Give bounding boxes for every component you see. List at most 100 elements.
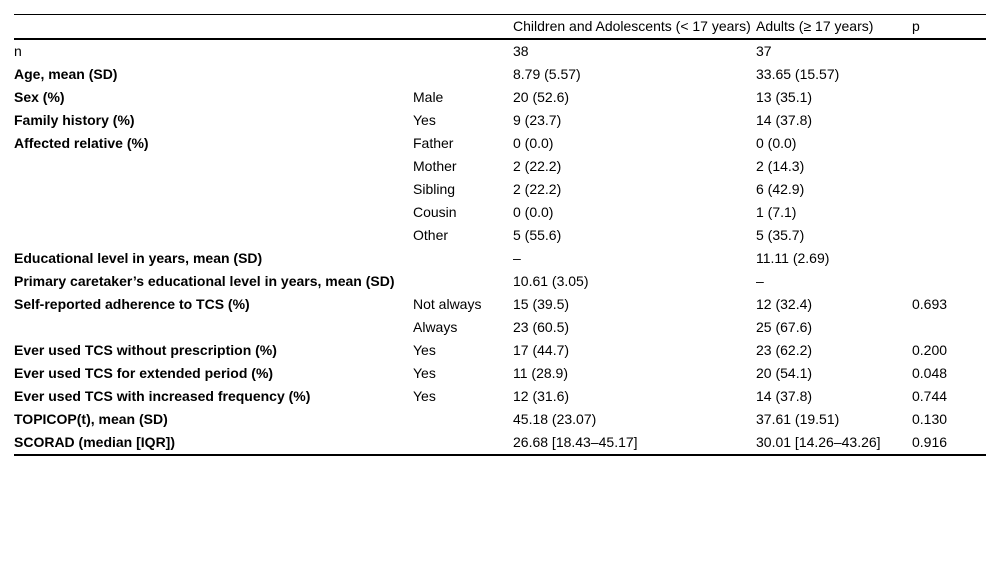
cell-adults: 12 (32.4) [756,296,813,312]
cell-label: Educational level in years, mean (SD) [14,250,263,266]
cell-p [912,109,986,132]
cell-p [912,86,986,109]
table-row-sex: Sex (%) Male 20 (52.6) 13 (35.1) [14,86,986,109]
cell-p [912,178,986,201]
cell-sub: Yes [413,388,436,404]
cell-adults: 11.11 (2.69) [756,250,830,266]
cell-p [912,270,986,293]
table-row-n: n 38 37 [14,39,986,63]
table-row-affected-relative-sibling: Sibling 2 (22.2) 6 (42.9) [14,178,986,201]
cell-label: Age, mean (SD) [14,66,118,82]
cell-label: Affected relative (%) [14,135,149,151]
table-row-scorad: SCORAD (median [IQR]) 26.68 [18.43–45.17… [14,431,986,455]
table-row-family-history: Family history (%) Yes 9 (23.7) 14 (37.8… [14,109,986,132]
cell-label: Sex (%) [14,89,65,105]
cell-p: 0.916 [912,434,948,450]
cell-label: Ever used TCS without prescription (%) [14,342,277,358]
cell-sub: Yes [413,112,436,128]
cell-adults: 6 (42.9) [756,181,805,197]
cell-label: Ever used TCS for extended period (%) [14,365,274,381]
cell-label [14,201,413,224]
cell-label: n [14,43,22,59]
cell-adults: – [756,273,764,289]
cell-adults: 37 [756,43,772,59]
header-p-col: p [912,18,920,34]
cell-adults: 23 (62.2) [756,342,813,358]
cell-sub [413,408,513,431]
cell-p: 0.200 [912,342,948,358]
cell-children: 17 (44.7) [513,342,570,358]
cell-children: 2 (22.2) [513,158,562,174]
cell-sub [413,39,513,63]
cell-sub [413,247,513,270]
cell-label [14,155,413,178]
table-row-affected-relative-other: Other 5 (55.6) 5 (35.7) [14,224,986,247]
demographics-table: Children and Adolescents (< 17 years) Ad… [14,14,986,456]
cell-adults: 14 (37.8) [756,112,813,128]
cell-children: 9 (23.7) [513,112,562,128]
cell-p: 0.693 [912,296,948,312]
cell-p [912,201,986,224]
cell-adults: 13 (35.1) [756,89,813,105]
cell-children: 12 (31.6) [513,388,570,404]
cell-adults: 5 (35.7) [756,227,805,243]
cell-adults: 20 (54.1) [756,365,813,381]
cell-children: 23 (60.5) [513,319,570,335]
cell-adults: 14 (37.8) [756,388,813,404]
table-row-educational-level: Educational level in years, mean (SD) – … [14,247,986,270]
cell-sub [413,270,513,293]
cell-p [912,316,986,339]
cell-label: TOPICOP(t), mean (SD) [14,411,168,427]
table-row-caretaker-educational-level: Primary caretaker’s educational level in… [14,270,986,293]
cell-label [14,224,413,247]
header-row: Children and Adolescents (< 17 years) Ad… [14,15,986,40]
cell-p [912,63,986,86]
cell-p [912,132,986,155]
header-label-col [14,15,413,40]
cell-children: 26.68 [18.43–45.17] [513,434,638,450]
cell-adults: 37.61 (19.51) [756,411,840,427]
table-row-affected-relative-father: Affected relative (%) Father 0 (0.0) 0 (… [14,132,986,155]
table-row-topicop: TOPICOP(t), mean (SD) 45.18 (23.07) 37.6… [14,408,986,431]
cell-children: 10.61 (3.05) [513,273,589,289]
cell-p [912,224,986,247]
cell-children: 15 (39.5) [513,296,570,312]
cell-sub: Not always [413,296,482,312]
table-row-affected-relative-cousin: Cousin 0 (0.0) 1 (7.1) [14,201,986,224]
header-sub-col [413,15,513,40]
cell-children: 38 [513,43,529,59]
cell-sub: Father [413,135,454,151]
cell-p [912,247,986,270]
cell-label [14,316,413,339]
cell-children: 0 (0.0) [513,204,554,220]
cell-sub [413,63,513,86]
cell-children: 2 (22.2) [513,181,562,197]
cell-p: 0.130 [912,411,948,427]
cell-label: SCORAD (median [IQR]) [14,434,175,450]
cell-children: 8.79 (5.57) [513,66,581,82]
cell-sub: Sibling [413,181,456,197]
cell-p: 0.048 [912,365,948,381]
cell-sub [413,431,513,455]
cell-sub: Cousin [413,204,457,220]
cell-sub: Male [413,89,444,105]
cell-p [912,155,986,178]
cell-label: Self-reported adherence to TCS (%) [14,296,250,312]
cell-label: Primary caretaker’s educational level in… [14,273,395,289]
table-row-adherence-always: Always 23 (60.5) 25 (67.6) [14,316,986,339]
table-row-tcs-increased-frequency: Ever used TCS with increased frequency (… [14,385,986,408]
cell-sub: Always [413,319,458,335]
cell-adults: 30.01 [14.26–43.26] [756,434,881,450]
cell-label: Ever used TCS with increased frequency (… [14,388,311,404]
cell-sub: Yes [413,365,436,381]
cell-adults: 1 (7.1) [756,204,797,220]
cell-adults: 33.65 (15.57) [756,66,840,82]
cell-label: Family history (%) [14,112,135,128]
cell-p: 0.744 [912,388,948,404]
table-row-tcs-extended-period: Ever used TCS for extended period (%) Ye… [14,362,986,385]
table-row-tcs-without-prescription: Ever used TCS without prescription (%) Y… [14,339,986,362]
cell-children: 11 (28.9) [513,365,568,381]
cell-label [14,178,413,201]
header-adults-col: Adults (≥ 17 years) [756,18,874,34]
